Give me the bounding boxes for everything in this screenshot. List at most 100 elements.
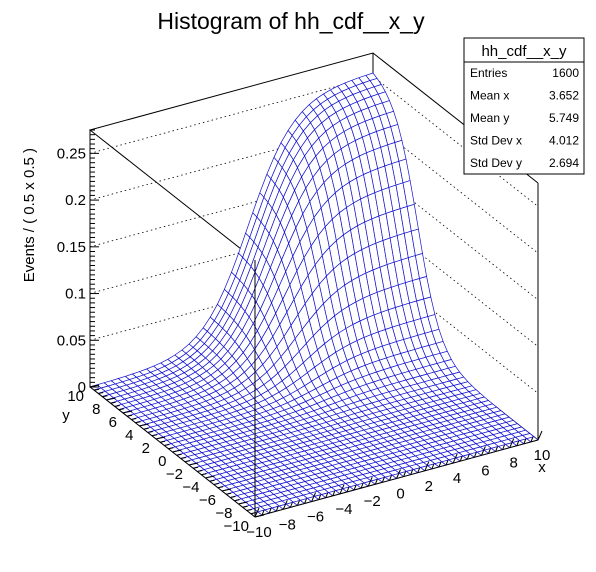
y-tick bbox=[193, 466, 199, 469]
x-tick bbox=[318, 494, 322, 500]
x-tick bbox=[289, 502, 293, 508]
y-tick bbox=[110, 401, 116, 404]
z-tick-label: 0.15 bbox=[57, 239, 86, 256]
y-tick-label: 6 bbox=[109, 414, 117, 431]
x-tick bbox=[346, 486, 350, 493]
x-tick bbox=[381, 477, 385, 483]
x-tick bbox=[339, 484, 345, 495]
y-tick bbox=[238, 501, 248, 505]
y-tick-label: −6 bbox=[199, 492, 216, 509]
y-tick bbox=[135, 421, 141, 424]
y-tick bbox=[246, 509, 252, 511]
x-tick bbox=[495, 446, 499, 452]
x-tick-label: 2 bbox=[425, 478, 433, 495]
y-tick bbox=[201, 473, 207, 476]
y-tick bbox=[176, 453, 182, 456]
y-tick-label: 8 bbox=[92, 401, 100, 418]
y-tick bbox=[127, 414, 133, 417]
x-tick bbox=[509, 438, 515, 448]
z-tick-label: 0.2 bbox=[65, 192, 86, 209]
x-tick bbox=[410, 469, 414, 475]
y-tick bbox=[221, 488, 232, 492]
z-axis: 0 0.05 0.1 0.15 0.2 0.25 bbox=[57, 129, 99, 396]
x-tick bbox=[530, 436, 534, 443]
y-tick bbox=[234, 499, 240, 502]
x-tick bbox=[445, 459, 449, 466]
y-tick bbox=[151, 434, 157, 437]
z-axis-title: Events / ( 0.5 x 0.5 ) bbox=[21, 148, 38, 282]
stats-row-value: 3.652 bbox=[549, 89, 579, 103]
y-tick bbox=[114, 405, 120, 407]
stats-row-label: Std Dev y bbox=[470, 156, 522, 170]
y-tick bbox=[94, 388, 100, 391]
y-tick bbox=[160, 440, 166, 443]
stats-row-label: Entries bbox=[470, 66, 507, 80]
x-tick-label: −10 bbox=[246, 524, 271, 541]
x-axis: −10 −8 −6 −4 −2 0 2 4 6 8 10 bbox=[246, 430, 550, 541]
x-tick-label: −6 bbox=[307, 509, 324, 526]
y-tick bbox=[139, 423, 149, 427]
x-tick bbox=[480, 446, 486, 456]
x-tick bbox=[396, 469, 401, 479]
stats-row-label: Mean x bbox=[470, 89, 509, 103]
stats-row-value: 5.749 bbox=[549, 111, 579, 125]
stats-box-frame bbox=[463, 37, 585, 175]
y-tick bbox=[147, 431, 153, 433]
y-axis-title: y bbox=[62, 407, 70, 424]
x-tick bbox=[325, 492, 329, 498]
y-tick-label: −10 bbox=[224, 518, 249, 535]
y-tick-label: 0 bbox=[158, 453, 166, 470]
y-tick bbox=[226, 492, 232, 495]
z-tick-label: 0.25 bbox=[57, 145, 86, 162]
stats-row-label: Std Dev x bbox=[470, 134, 522, 148]
x-tick bbox=[311, 492, 317, 502]
y-tick bbox=[250, 512, 256, 515]
y-tick bbox=[184, 460, 190, 463]
x-tick bbox=[353, 484, 357, 491]
stats-row-label: Mean y bbox=[470, 111, 509, 125]
x-tick bbox=[296, 500, 300, 506]
x-tick bbox=[516, 440, 520, 446]
x-tick-label: 8 bbox=[510, 455, 518, 472]
y-tick bbox=[197, 470, 203, 472]
x-tick bbox=[424, 461, 430, 472]
z-tick-label: 0.1 bbox=[65, 286, 86, 303]
y-tick bbox=[209, 479, 215, 482]
surface-mesh bbox=[89, 72, 539, 518]
y-tick bbox=[205, 475, 215, 479]
y-tick-label: 4 bbox=[125, 427, 133, 444]
z-tick-label: 0.05 bbox=[57, 332, 86, 349]
stats-row-value: 4.012 bbox=[549, 134, 579, 148]
x-tick bbox=[502, 444, 506, 450]
x-tick bbox=[459, 455, 463, 462]
y-tick bbox=[143, 427, 149, 430]
chart-title: Histogram of hh_cdf__x_y bbox=[157, 8, 425, 34]
stats-rows: Entries 1600 Mean x 3.652 Mean y 5.749 Std Dev… bbox=[470, 66, 579, 170]
x-tick-label: 4 bbox=[453, 470, 461, 487]
y-tick-label: 10 bbox=[67, 388, 84, 405]
y-tick bbox=[213, 483, 219, 485]
x-tick bbox=[275, 506, 279, 512]
x-tick bbox=[523, 438, 527, 445]
y-tick-label: −2 bbox=[166, 466, 183, 483]
x-axis-title: x bbox=[538, 459, 546, 476]
x-tick-label: −8 bbox=[279, 516, 296, 533]
x-tick bbox=[473, 452, 477, 458]
x-tick bbox=[360, 482, 364, 489]
z-tick-label: 0 bbox=[78, 379, 86, 396]
y-tick bbox=[118, 408, 124, 411]
y-tick bbox=[230, 496, 236, 498]
y-tick bbox=[155, 436, 166, 440]
y-tick bbox=[254, 514, 265, 518]
y-tick bbox=[180, 457, 186, 459]
y-tick bbox=[102, 395, 108, 398]
x-tick bbox=[537, 430, 543, 441]
y-tick bbox=[106, 397, 116, 401]
x-tick-label: −4 bbox=[335, 501, 352, 518]
y-tick-label: −8 bbox=[215, 505, 232, 522]
y-tick-label: 2 bbox=[142, 440, 150, 457]
stats-row-value: 2.694 bbox=[549, 156, 579, 170]
y-tick bbox=[242, 505, 248, 508]
